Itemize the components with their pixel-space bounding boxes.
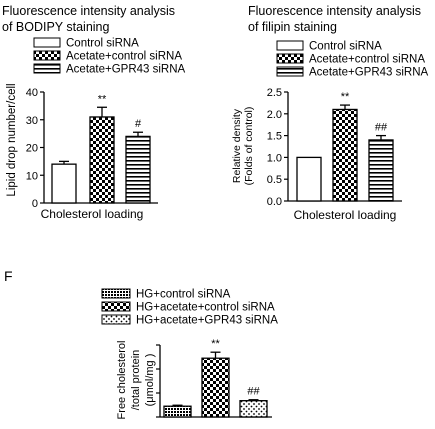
y-axis-label-line-3: (μmol/mg ) (144, 354, 156, 407)
legend-label: HG+control siRNA (136, 289, 231, 301)
legend-label: Acetate+GPR43 siRNA (309, 67, 429, 79)
y-axis-label-line-2: (Folds of control) (243, 107, 255, 186)
legend-swatch (101, 314, 131, 325)
chart-title-line-1: Fluorescence intensity analysis (248, 4, 421, 18)
chart-bodipy: Fluorescence intensity analysis of BODIP… (2, 4, 186, 221)
y-axis-label-line-1: Relative density (231, 108, 243, 183)
y-axis-label-line-1: Free cholesterol (116, 341, 128, 420)
y-tick-label: 0.0 (267, 196, 282, 208)
y-tick-label: 40 (26, 87, 38, 99)
bar (125, 135, 151, 204)
legend-swatch (33, 37, 61, 48)
bar (296, 156, 322, 202)
legend-swatch (33, 50, 61, 61)
y-tick-label: 0.5 (267, 174, 282, 186)
legend-swatch (101, 288, 131, 299)
y-tick-label: 1.0 (267, 152, 282, 164)
y-tick-label: 20 (26, 143, 38, 155)
chart-title-line-1: Fluorescence intensity analysis (2, 4, 175, 18)
significance-label: ** (98, 93, 107, 105)
significance-label: ** (211, 338, 220, 350)
y-tick-label: 10 (26, 170, 38, 182)
significance-label: # (135, 118, 142, 130)
plot-area: 0 10 20 30 40 ** # (26, 87, 158, 210)
legend-swatch (276, 66, 304, 77)
y-tick-label: 2.5 (267, 87, 282, 99)
bar (368, 139, 394, 202)
bar (51, 163, 77, 204)
legend-swatch (276, 40, 304, 51)
legend-label: Control siRNA (66, 38, 139, 50)
y-tick-label: 2.0 (267, 109, 282, 121)
y-axis-label: Lipid drop number/cell (6, 83, 18, 196)
significance-label: ## (247, 386, 260, 398)
bar (163, 405, 192, 418)
plot-area: 0.0 0.5 1.0 1.5 2.0 2.5 ** ## (267, 87, 402, 208)
legend-label: Acetate+control siRNA (66, 51, 182, 63)
chart-title-line-2: of filipin staining (248, 20, 337, 34)
chart-title-line-2: of BODIPY staining (2, 20, 110, 34)
y-tick-label: 1.5 (267, 131, 282, 143)
bar (201, 357, 230, 418)
plot-area: ** ## (156, 338, 272, 418)
chart-filipin: Fluorescence intensity analysis of filip… (231, 4, 429, 222)
y-axis-label-line-2: /total protein (130, 350, 142, 411)
y-tick-label: 30 (26, 115, 38, 127)
x-axis-label: Cholesterol loading (294, 208, 397, 222)
bar (332, 108, 358, 202)
y-tick-label: 0 (32, 198, 38, 210)
legend-swatch (276, 53, 304, 64)
panel-label: F (4, 268, 13, 284)
significance-label: ## (375, 122, 388, 134)
legend-swatch (33, 63, 61, 74)
legend-label: HG+acetate+GPR43 siRNA (136, 315, 278, 327)
x-axis-label: Cholesterol loading (41, 207, 144, 221)
bar (239, 400, 268, 418)
bar (89, 116, 115, 204)
significance-label: ** (341, 91, 350, 103)
legend-label: HG+acetate+control siRNA (136, 302, 275, 314)
legend-label: Control siRNA (309, 41, 382, 53)
legend-label: Acetate+GPR43 siRNA (66, 64, 186, 76)
legend-swatch (101, 301, 131, 312)
legend-label: Acetate+control siRNA (309, 54, 425, 66)
